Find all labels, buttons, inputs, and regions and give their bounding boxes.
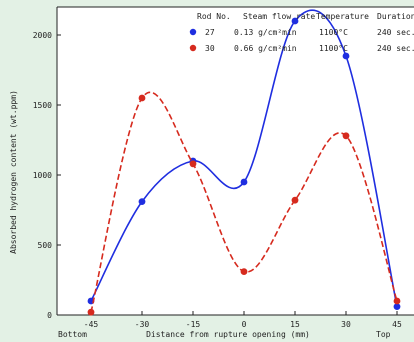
data-point-27 <box>240 178 248 186</box>
x-tick-label: -45 <box>84 320 99 329</box>
legend-header-temp: Temperature <box>316 12 369 21</box>
legend-header-rod: Rod No. <box>197 12 231 21</box>
legend-temp-30: 1100°C <box>319 44 348 53</box>
data-point-30 <box>189 160 197 168</box>
x-end-label-bottom: Bottom <box>58 330 87 339</box>
data-point-30 <box>138 94 146 102</box>
legend-duration-30: 240 sec. <box>377 44 414 53</box>
data-point-30 <box>240 268 248 275</box>
y-tick-label: 1500 <box>33 101 52 110</box>
legend-rod-27: 27 <box>205 28 215 37</box>
data-point-30 <box>87 308 95 316</box>
data-point-30 <box>342 132 350 140</box>
x-tick-label: 45 <box>392 320 402 329</box>
y-ticks: 0 500 1000 1500 2000 <box>33 31 61 320</box>
data-point-27 <box>393 303 401 310</box>
y-tick-label: 2000 <box>33 31 52 40</box>
data-point-27 <box>291 17 299 25</box>
x-tick-label: 15 <box>290 320 300 329</box>
data-point-27 <box>342 52 350 60</box>
y-tick-label: 1000 <box>33 171 52 180</box>
data-point-30 <box>393 297 401 305</box>
legend-header-flow: Steam flow rate <box>243 12 315 21</box>
legend-temp-27: 1100°C <box>319 28 348 37</box>
x-tick-label: 30 <box>341 320 351 329</box>
y-axis-label: Absorbed hydrogen content (wt.ppm) <box>9 90 18 254</box>
series-layer <box>87 9 401 316</box>
legend-marker-30 <box>189 44 197 52</box>
legend-flow-27: 0.13 g/cm²min <box>234 28 297 37</box>
legend-header-duration: Duration <box>377 12 414 21</box>
plot-background <box>57 7 414 315</box>
x-tick-label: -15 <box>186 320 201 329</box>
legend-duration-27: 240 sec. <box>377 28 414 37</box>
y-tick-label: 0 <box>47 311 52 320</box>
x-tick-label: -30 <box>135 320 150 329</box>
legend-marker-27 <box>189 28 197 36</box>
legend: Rod No. Steam flow rate Temperature Dura… <box>189 12 414 53</box>
x-axis-label: Distance from rupture opening (mm) <box>146 330 310 339</box>
data-point-30 <box>291 196 299 204</box>
x-end-label-top: Top <box>376 330 391 339</box>
legend-rod-30: 30 <box>205 44 215 53</box>
series-30 <box>87 91 401 316</box>
legend-flow-30: 0.66 g/cm²min <box>234 44 297 53</box>
x-tick-label: 0 <box>242 320 247 329</box>
data-point-27 <box>138 198 146 206</box>
y-tick-label: 500 <box>38 241 53 250</box>
